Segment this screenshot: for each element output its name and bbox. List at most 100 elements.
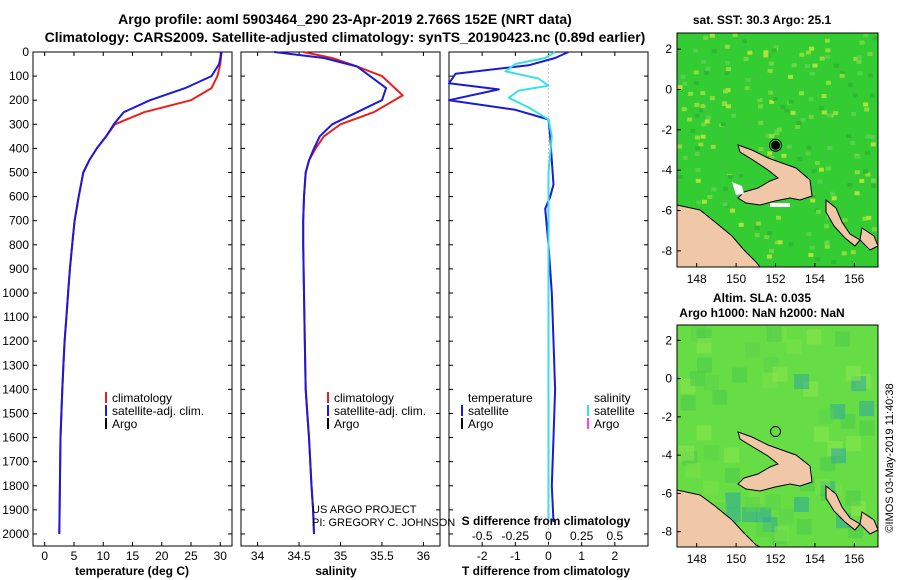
depth-tick-label: 200 <box>9 93 29 107</box>
sst-texture-cell <box>808 253 814 257</box>
sst-texture-cell <box>724 198 729 203</box>
sla-texture-cell <box>794 374 810 390</box>
sst-texture-cell <box>769 99 775 104</box>
sla-texture-cell <box>725 467 740 483</box>
sal-xtick-label: 34.5 <box>287 549 311 563</box>
diff-legend-s-sat: satellite <box>594 404 635 418</box>
sst-texture-cell <box>815 209 821 214</box>
temp-legend-argo: Argo <box>112 417 138 431</box>
sst-texture-cell <box>753 75 759 80</box>
sst-texture-cell <box>857 71 863 76</box>
sst-texture-cell <box>701 199 707 204</box>
sla-texture-cell <box>831 448 847 464</box>
sal-xtick-label: 34 <box>251 549 265 563</box>
depth-tick-label: 1000 <box>2 286 29 300</box>
sla-texture-cell <box>793 497 809 512</box>
sst-texture-cell <box>854 191 860 196</box>
sst-texture-cell <box>733 174 739 179</box>
sst-texture-cell <box>755 95 760 99</box>
sst-xtick-label: 156 <box>844 272 864 286</box>
depth-tick-label: 500 <box>9 165 29 179</box>
sst-texture-cell <box>859 40 865 45</box>
sla-map-title-1: Altim. SLA: 0.035 <box>713 291 811 305</box>
sla-ytick-label: -2 <box>661 410 672 424</box>
sst-texture-cell <box>724 44 730 49</box>
sst-texture-cell <box>758 147 764 151</box>
sst-texture-cell <box>809 46 815 51</box>
sst-texture-cell <box>805 64 810 69</box>
sst-texture-cell <box>723 89 728 94</box>
sst-texture-cell <box>743 57 749 61</box>
sst-texture-cell <box>825 54 831 59</box>
sst-texture-cell <box>791 63 797 68</box>
sst-texture-cell <box>829 191 835 196</box>
sst-texture-cell <box>777 51 782 55</box>
sst-texture-cell <box>700 134 706 139</box>
sst-texture-cell <box>847 182 853 187</box>
sst-texture-cell <box>694 102 700 107</box>
sst-texture-cell <box>721 102 727 106</box>
sst-texture-cell <box>859 178 865 183</box>
sst-texture-cell <box>724 71 730 76</box>
sst-texture-cell <box>854 170 860 175</box>
sst-texture-cell <box>714 129 720 133</box>
sst-xtick-label: 152 <box>766 272 786 286</box>
sla-map-ticks: 148 150 152 154 156 2 0 -2 -4 -6 -8 <box>661 333 864 566</box>
diff-xtick-label: 2 <box>611 549 618 563</box>
sst-texture-cell <box>853 159 859 164</box>
sst-texture-cell <box>725 88 731 93</box>
sst-texture-cell <box>848 82 854 87</box>
sst-ytick-label: -8 <box>661 244 672 258</box>
sla-argo-marker <box>770 426 782 438</box>
sst-texture-cell <box>700 104 706 109</box>
sst-texture-cell <box>758 120 764 125</box>
sst-texture-cell <box>693 37 698 42</box>
title-line-1: Argo profile: aoml 5903464_290 23-Apr-20… <box>118 11 572 27</box>
sst-texture-cell <box>757 104 763 109</box>
sla-texture-cell <box>744 342 760 358</box>
sst-texture-cell <box>720 122 726 127</box>
sst-texture-cell <box>764 235 769 240</box>
sla-texture-cell <box>712 389 728 405</box>
sst-texture-cell <box>688 91 694 96</box>
sla-map-land-solomon <box>825 484 861 531</box>
sst-texture-cell <box>758 237 764 242</box>
sst-texture-cell <box>677 79 683 84</box>
diff-xtick-label: -1 <box>510 549 521 563</box>
sst-texture-cell <box>810 198 816 203</box>
temp-legend: climatology satellite-adj. clim. Argo <box>105 391 204 431</box>
sla-ytick-label: -6 <box>661 486 672 500</box>
sla-xtick-label: 148 <box>687 552 707 566</box>
sst-texture-cell <box>707 194 713 199</box>
sst-texture-cell <box>681 107 687 112</box>
sst-texture-cell <box>831 260 837 264</box>
sst-texture-cell <box>695 146 701 151</box>
temp-xtick-label: 30 <box>214 549 228 563</box>
temp-xtick-label: 5 <box>71 549 78 563</box>
sla-xtick-label: 150 <box>726 552 746 566</box>
sst-texture-cell <box>797 156 803 161</box>
sla-texture-cell <box>830 404 846 420</box>
sst-texture-cell <box>796 121 802 125</box>
sst-texture-cell <box>696 200 702 205</box>
depth-tick-label: 1600 <box>2 431 29 445</box>
sla-texture-cell <box>806 329 822 345</box>
sal-xtick-label: 36 <box>417 549 431 563</box>
sst-texture-cell <box>772 97 778 101</box>
sla-map-title-2: Argo h1000: NaN h2000: NaN <box>679 306 844 320</box>
sst-texture-cell <box>699 108 705 113</box>
sst-texture-cell <box>736 39 742 44</box>
sst-texture-cell <box>704 119 710 124</box>
sst-texture-cell <box>821 110 827 115</box>
temp-series <box>58 51 223 535</box>
sst-texture-cell <box>826 80 831 85</box>
sst-ytick-label: 2 <box>665 42 672 56</box>
sst-ytick-label: -2 <box>661 123 672 137</box>
credit-project: US ARGO PROJECT <box>312 504 417 516</box>
sla-texture-cell <box>697 357 712 373</box>
sst-map-cloud-2 <box>770 203 790 207</box>
diff-top-xtick-label: -0.25 <box>502 529 530 543</box>
sst-texture-cell <box>863 33 869 38</box>
sst-texture-cell <box>857 55 863 60</box>
temp-legend-sat: satellite-adj. clim. <box>112 404 204 418</box>
